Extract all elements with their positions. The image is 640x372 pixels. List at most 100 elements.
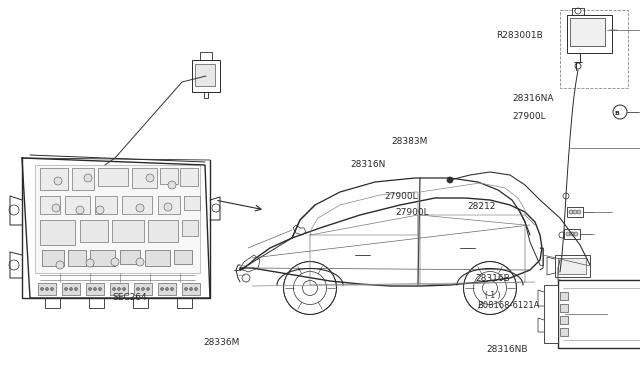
Circle shape	[575, 8, 581, 14]
Circle shape	[147, 288, 150, 291]
Circle shape	[51, 288, 54, 291]
Circle shape	[52, 204, 60, 212]
Bar	[65, 196, 90, 214]
Bar	[112, 220, 144, 242]
Circle shape	[577, 210, 581, 214]
Circle shape	[566, 232, 570, 236]
Bar	[567, 207, 583, 217]
Text: 28316NA: 28316NA	[512, 94, 554, 103]
Bar	[570, 18, 605, 46]
Bar	[560, 328, 568, 336]
Circle shape	[74, 288, 77, 291]
Bar	[544, 285, 558, 343]
Circle shape	[136, 288, 140, 291]
Circle shape	[40, 288, 44, 291]
Bar	[68, 250, 86, 266]
Bar	[90, 250, 115, 266]
Bar	[35, 165, 200, 273]
Text: 27900L: 27900L	[396, 208, 429, 217]
Circle shape	[575, 63, 581, 69]
Bar	[560, 292, 568, 300]
Bar	[86, 283, 104, 295]
Circle shape	[284, 262, 337, 314]
Text: 27900L: 27900L	[512, 112, 546, 121]
Bar	[192, 60, 220, 92]
Circle shape	[463, 262, 516, 314]
Bar	[160, 168, 178, 184]
Circle shape	[463, 262, 516, 314]
Bar	[560, 304, 568, 312]
Circle shape	[99, 288, 102, 291]
Bar	[120, 250, 140, 264]
Circle shape	[184, 288, 188, 291]
Bar	[42, 250, 64, 266]
Text: 28336M: 28336M	[204, 338, 240, 347]
Circle shape	[563, 193, 569, 199]
Circle shape	[70, 288, 72, 291]
Bar	[80, 220, 108, 242]
Circle shape	[56, 261, 64, 269]
Circle shape	[111, 258, 119, 266]
Text: 28212: 28212	[467, 202, 495, 211]
Circle shape	[574, 232, 578, 236]
Circle shape	[573, 210, 577, 214]
Circle shape	[136, 204, 144, 212]
Circle shape	[9, 205, 19, 215]
Text: 28316B: 28316B	[475, 274, 509, 283]
Bar	[110, 283, 128, 295]
Bar	[122, 196, 152, 214]
Circle shape	[86, 259, 94, 267]
Bar	[145, 250, 170, 266]
Text: 28316NB: 28316NB	[486, 345, 528, 354]
Text: R283001B: R283001B	[496, 31, 543, 40]
Bar	[98, 168, 128, 186]
Bar	[560, 10, 628, 88]
Circle shape	[54, 177, 62, 185]
Bar	[40, 168, 68, 190]
Bar	[72, 168, 94, 190]
Circle shape	[88, 288, 92, 291]
Circle shape	[76, 206, 84, 214]
Bar	[180, 168, 198, 186]
Text: 28383M: 28383M	[392, 137, 428, 146]
Bar	[148, 220, 178, 242]
Circle shape	[84, 174, 92, 182]
Circle shape	[559, 232, 565, 238]
Circle shape	[113, 288, 115, 291]
Bar	[62, 283, 80, 295]
Bar	[564, 229, 580, 239]
Bar	[555, 255, 590, 277]
Circle shape	[168, 181, 176, 189]
Bar	[40, 196, 60, 214]
Circle shape	[569, 210, 573, 214]
Circle shape	[294, 272, 326, 305]
Bar	[558, 258, 586, 274]
Text: 27900L: 27900L	[384, 192, 418, 201]
Circle shape	[161, 288, 163, 291]
Circle shape	[118, 288, 120, 291]
Bar	[195, 64, 215, 86]
Circle shape	[45, 288, 49, 291]
Bar	[40, 220, 75, 245]
Circle shape	[141, 288, 145, 291]
Bar	[134, 283, 152, 295]
Circle shape	[613, 105, 627, 119]
Bar	[182, 220, 198, 236]
Text: B08168-6121A: B08168-6121A	[477, 301, 539, 310]
Text: ( 1 ): ( 1 )	[485, 291, 500, 300]
Circle shape	[96, 206, 104, 214]
Circle shape	[242, 274, 250, 282]
Circle shape	[189, 288, 193, 291]
Circle shape	[93, 288, 97, 291]
Circle shape	[146, 174, 154, 182]
Circle shape	[9, 260, 19, 270]
Bar	[95, 196, 117, 214]
Circle shape	[195, 288, 198, 291]
Circle shape	[303, 280, 317, 295]
Bar	[182, 283, 200, 295]
Bar	[560, 316, 568, 324]
Bar	[567, 15, 612, 53]
Text: B: B	[614, 110, 620, 115]
Bar	[158, 196, 180, 214]
Circle shape	[447, 177, 453, 183]
